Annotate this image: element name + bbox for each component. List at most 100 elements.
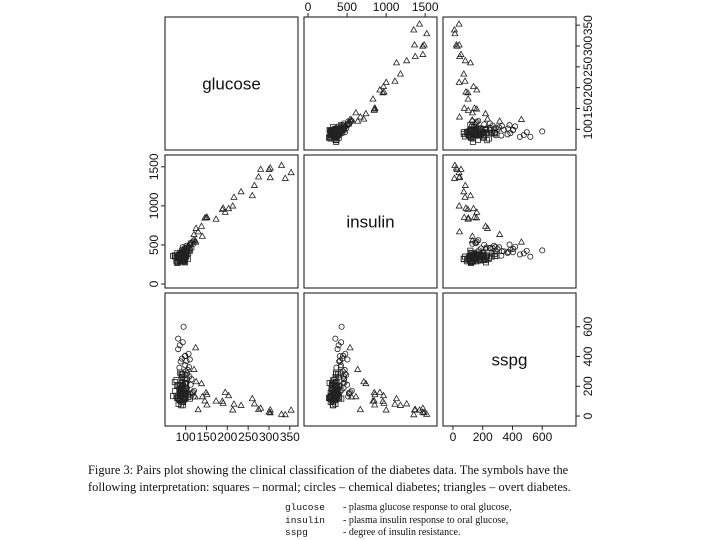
point-chemical-glucose-vs-sspg-19 xyxy=(185,364,192,371)
point-chemical-sspg-vs-insulin-33 xyxy=(487,244,494,251)
point-normal-insulin-vs-sspg-72 xyxy=(331,390,338,397)
legend-row-glucose: glucose - plasma glucose response to oral… xyxy=(285,502,512,515)
point-chemical-glucose-vs-sspg-31 xyxy=(190,389,197,396)
point-overt-glucose-vs-sspg-23 xyxy=(190,365,198,372)
tick-label-insulin-left: 0 xyxy=(147,280,161,287)
point-overt-insulin-vs-sspg-3 xyxy=(419,404,427,411)
tick-label-insulin-top: 1500 xyxy=(412,0,439,14)
point-chemical-sspg-vs-glucose-22 xyxy=(504,131,511,138)
point-overt-insulin-vs-glucose-21 xyxy=(347,115,356,123)
point-chemical-glucose-vs-sspg-27 xyxy=(175,335,182,342)
point-normal-glucose-vs-sspg-72 xyxy=(180,390,187,397)
point-overt-sspg-vs-glucose-25 xyxy=(464,88,472,96)
tick-label-glucose-right: 150 xyxy=(581,98,595,118)
panel-sspg-sspg xyxy=(442,292,577,427)
point-overt-sspg-vs-insulin-13 xyxy=(455,172,464,180)
tick-label-insulin-left: 1500 xyxy=(147,153,161,180)
point-chemical-insulin-vs-sspg-9 xyxy=(337,362,344,369)
point-overt-insulin-vs-glucose-16 xyxy=(396,70,405,77)
point-overt-sspg-vs-insulin-19 xyxy=(455,202,463,209)
point-overt-sspg-vs-insulin-20 xyxy=(451,161,459,168)
point-overt-glucose-vs-sspg-16 xyxy=(237,401,245,408)
panel-glucose-insulin xyxy=(303,16,438,151)
point-chemical-insulin-vs-sspg-23 xyxy=(338,339,345,346)
tick-label-glucose-right: 200 xyxy=(581,77,595,97)
point-overt-insulin-vs-sspg-20 xyxy=(423,410,431,417)
point-chemical-sspg-vs-insulin-23 xyxy=(523,247,530,254)
point-overt-sspg-vs-glucose-27 xyxy=(461,56,469,64)
point-chemical-sspg-vs-insulin-28 xyxy=(494,246,501,253)
point-overt-insulin-vs-glucose-25 xyxy=(379,88,387,96)
point-overt-glucose-vs-insulin-13 xyxy=(254,172,263,180)
point-overt-insulin-vs-glucose-3 xyxy=(419,50,427,57)
point-overt-glucose-vs-insulin-1 xyxy=(266,164,274,171)
legend-variable: insulin xyxy=(285,514,325,526)
point-normal-glucose-vs-insulin-71 xyxy=(181,255,188,262)
point-overt-glucose-vs-insulin-24 xyxy=(197,222,206,229)
point-overt-insulin-vs-glucose-14 xyxy=(392,58,401,66)
tick-label-glucose-bottom: 250 xyxy=(238,430,258,444)
tick-label-insulin-top: 0 xyxy=(305,0,312,14)
point-chemical-insulin-vs-sspg-15 xyxy=(336,373,343,380)
point-overt-glucose-vs-sspg-7 xyxy=(266,406,274,413)
point-chemical-sspg-vs-insulin-13 xyxy=(516,251,523,258)
point-overt-glucose-vs-sspg-24 xyxy=(197,379,206,387)
point-chemical-sspg-vs-insulin-34 xyxy=(506,241,513,248)
point-normal-insulin-vs-sspg-56 xyxy=(330,402,337,409)
point-overt-sspg-vs-glucose-22 xyxy=(455,113,464,120)
point-chemical-sspg-vs-glucose-12 xyxy=(475,127,482,134)
panel-insulin-glucose xyxy=(164,154,299,289)
point-overt-insulin-vs-sspg-9 xyxy=(379,391,388,399)
point-overt-insulin-vs-sspg-28 xyxy=(415,406,424,413)
point-chemical-glucose-vs-sspg-23 xyxy=(179,339,186,346)
point-overt-glucose-vs-sspg-15 xyxy=(202,388,210,396)
point-overt-glucose-vs-insulin-19 xyxy=(229,202,237,209)
point-overt-insulin-vs-sspg-16 xyxy=(396,401,405,408)
point-overt-glucose-vs-insulin-3 xyxy=(256,165,265,172)
point-normal-insulin-vs-glucose-71 xyxy=(330,127,337,134)
point-chemical-glucose-vs-sspg-11 xyxy=(178,382,185,389)
point-overt-sspg-vs-glucose-10 xyxy=(473,85,481,93)
point-overt-glucose-vs-insulin-8 xyxy=(212,215,220,222)
point-chemical-glucose-vs-insulin-27 xyxy=(175,253,182,260)
point-chemical-insulin-vs-sspg-13 xyxy=(334,346,341,353)
point-normal-sspg-vs-insulin-71 xyxy=(468,255,475,262)
point-overt-sspg-vs-insulin-25 xyxy=(464,205,472,212)
legend-row-insulin: insulin - plasma insulin response to oral… xyxy=(285,515,512,528)
point-chemical-sspg-vs-insulin-26 xyxy=(498,252,505,259)
point-overt-sspg-vs-glucose-19 xyxy=(455,78,463,85)
point-overt-sspg-vs-glucose-15 xyxy=(472,105,481,112)
point-overt-insulin-vs-sspg-25 xyxy=(379,397,387,404)
point-overt-glucose-vs-sspg-27 xyxy=(250,399,259,407)
point-overt-insulin-vs-sspg-17 xyxy=(370,396,378,404)
point-chemical-sspg-vs-glucose-32 xyxy=(539,128,546,135)
diagonal-label-sspg: sspg xyxy=(492,351,528,370)
point-overt-glucose-vs-insulin-17 xyxy=(201,214,209,221)
point-overt-insulin-vs-glucose-13 xyxy=(411,52,419,60)
point-overt-insulin-vs-sspg-27 xyxy=(402,399,411,407)
point-overt-insulin-vs-glucose-23 xyxy=(354,117,362,124)
point-overt-insulin-vs-glucose-28 xyxy=(415,20,424,27)
point-chemical-sspg-vs-glucose-25 xyxy=(507,130,514,137)
point-normal-sspg-vs-insulin-56 xyxy=(460,255,467,262)
point-overt-sspg-vs-glucose-18 xyxy=(517,115,526,122)
tick-label-glucose-right: 250 xyxy=(581,57,595,77)
point-overt-sspg-vs-glucose-23 xyxy=(495,117,504,124)
point-overt-insulin-vs-glucose-0 xyxy=(419,42,427,49)
point-overt-sspg-vs-insulin-2 xyxy=(483,224,492,231)
point-overt-glucose-vs-sspg-14 xyxy=(248,394,257,402)
point-chemical-sspg-vs-insulin-12 xyxy=(475,247,482,254)
point-overt-insulin-vs-glucose-22 xyxy=(356,113,365,120)
point-overt-glucose-vs-sspg-22 xyxy=(194,405,202,413)
point-overt-glucose-vs-sspg-19 xyxy=(229,406,237,413)
point-chemical-insulin-vs-sspg-35 xyxy=(341,366,348,373)
point-overt-insulin-vs-sspg-26 xyxy=(410,410,418,418)
panel-glucose-glucose xyxy=(164,16,299,151)
point-overt-insulin-vs-sspg-23 xyxy=(354,365,362,372)
point-chemical-insulin-vs-sspg-34 xyxy=(344,356,351,363)
point-overt-sspg-vs-glucose-17 xyxy=(464,106,472,113)
point-overt-insulin-vs-glucose-20 xyxy=(423,29,431,37)
point-overt-sspg-vs-insulin-4 xyxy=(461,193,469,200)
point-overt-sspg-vs-glucose-13 xyxy=(455,52,464,60)
